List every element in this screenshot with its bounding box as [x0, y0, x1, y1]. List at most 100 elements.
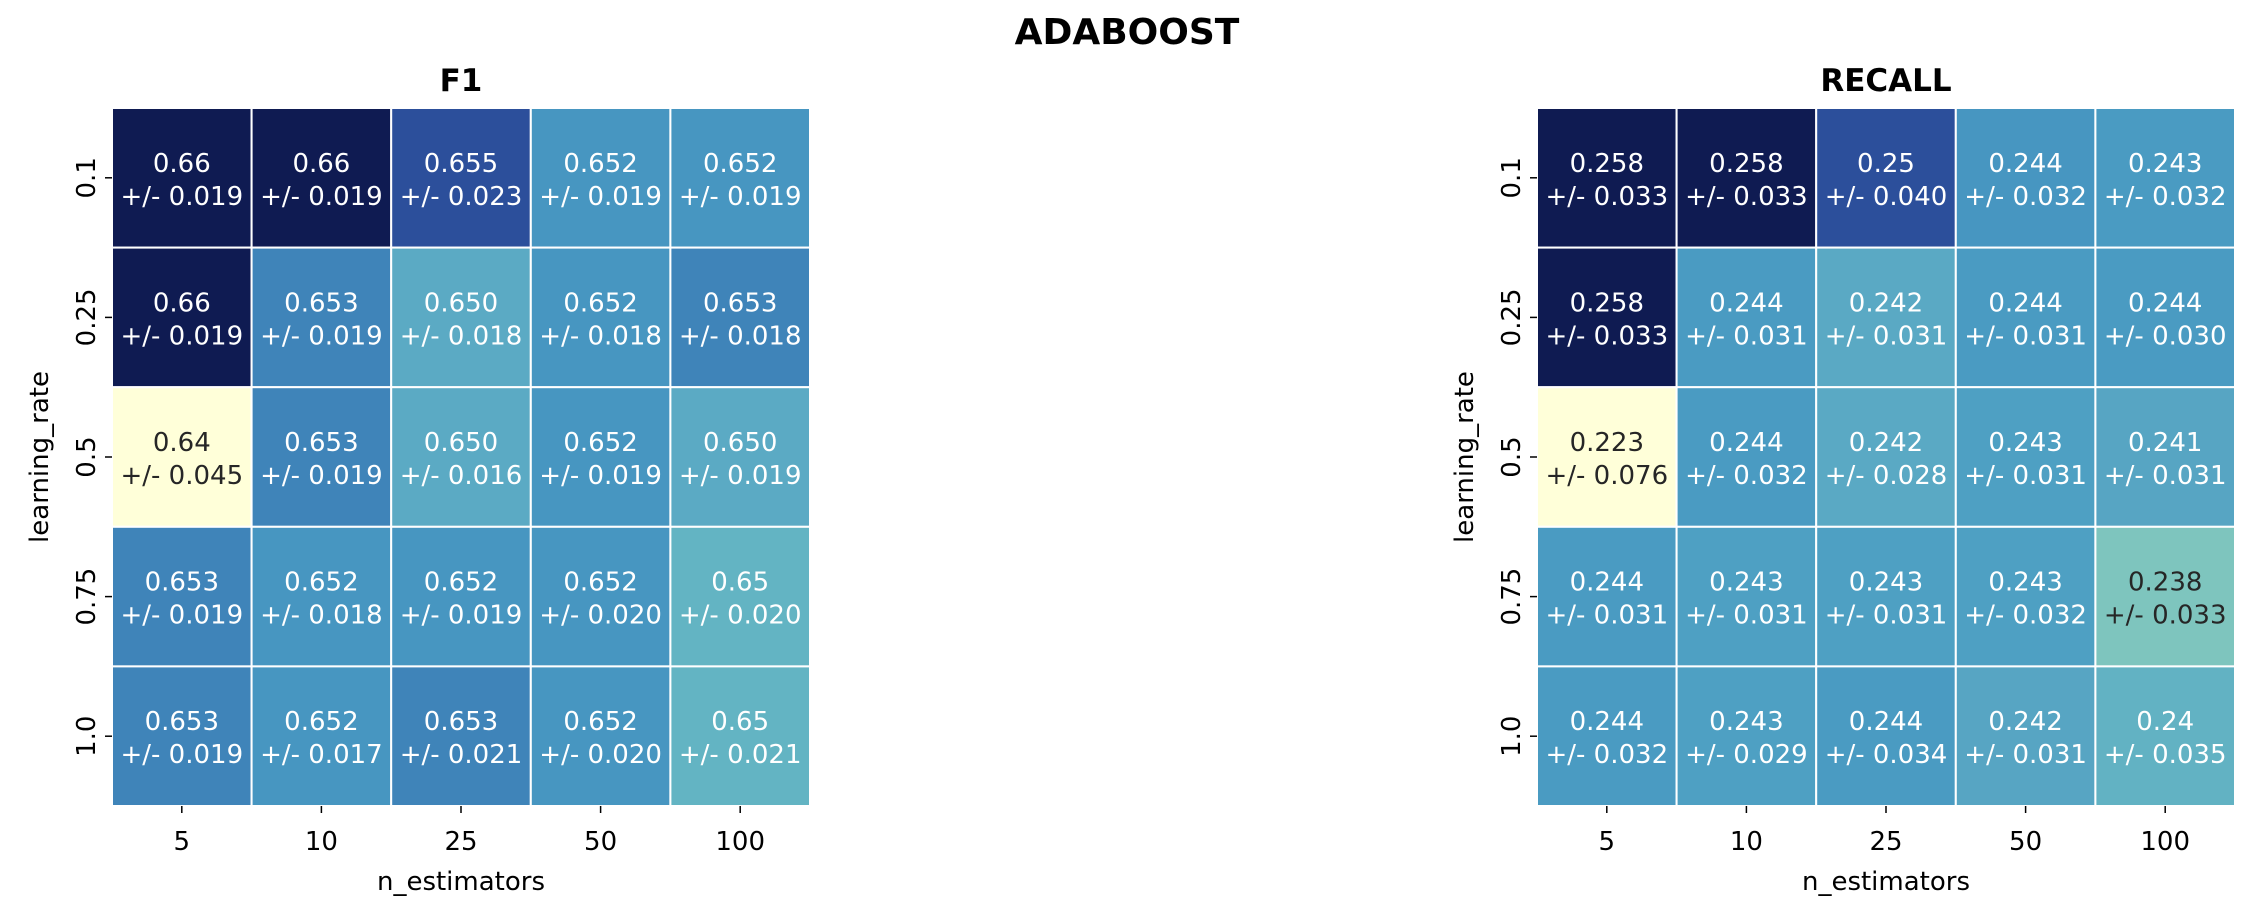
cell-value-label: 0.655 — [424, 149, 498, 179]
cell-error-label: +/- 0.032 — [1685, 461, 1808, 491]
cell-value-label: 0.244 — [2128, 288, 2202, 318]
cell-error-label: +/- 0.019 — [400, 601, 523, 631]
cell-error-label: +/- 0.040 — [1825, 182, 1948, 212]
heatmap-cell — [669, 525, 812, 668]
cell-error-label: +/- 0.020 — [679, 601, 802, 631]
cell-error-label: +/- 0.019 — [260, 182, 383, 212]
cell-value-label: 0.243 — [1709, 568, 1783, 598]
cell-value-label: 0.652 — [703, 149, 777, 179]
cell-value-label: 0.242 — [1988, 707, 2062, 737]
cell-error-label: +/- 0.019 — [260, 321, 383, 351]
cell-value-label: 0.652 — [563, 568, 637, 598]
cell-value-label: 0.652 — [424, 568, 498, 598]
heatmap-cell — [1675, 246, 1818, 389]
cell-value-label: 0.65 — [711, 707, 769, 737]
cell-value-label: 0.244 — [1849, 707, 1923, 737]
heatmap-cell — [1675, 386, 1818, 528]
cell-value-label: 0.244 — [1709, 428, 1783, 458]
cell-error-label: +/- 0.032 — [2104, 182, 2227, 212]
x-axis-label: n_estimators — [1802, 867, 1970, 897]
cell-value-label: 0.652 — [563, 428, 637, 458]
x-tick-label: 10 — [305, 827, 338, 857]
cell-value-label: 0.243 — [1988, 428, 2062, 458]
y-tick-label: 0.1 — [1497, 157, 1527, 198]
cell-value-label: 0.241 — [2128, 428, 2202, 458]
cell-error-label: +/- 0.018 — [679, 321, 802, 351]
heatmap-cell — [1815, 246, 1957, 389]
cell-error-label: +/- 0.031 — [1964, 321, 2087, 351]
cell-value-label: 0.653 — [424, 707, 498, 737]
cell-error-label: +/- 0.021 — [400, 740, 523, 770]
cell-error-label: +/- 0.019 — [120, 601, 243, 631]
y-axis-label: learning_rate — [25, 371, 55, 543]
cell-value-label: 0.652 — [563, 707, 637, 737]
heatmap-cell — [1954, 665, 2097, 808]
heatmap-cell — [2094, 107, 2236, 249]
heatmap-cell — [1536, 386, 1678, 528]
heatmap-cell — [529, 107, 672, 249]
cell-value-label: 0.25 — [1857, 149, 1915, 179]
cell-error-label: +/- 0.019 — [120, 321, 243, 351]
y-axis-label: learning_rate — [1450, 371, 1480, 543]
heatmap-cell — [2094, 246, 2236, 389]
y-tick-label: 0.5 — [1497, 436, 1527, 477]
cell-value-label: 0.65 — [711, 568, 769, 598]
cell-value-label: 0.243 — [1849, 568, 1923, 598]
cell-value-label: 0.243 — [1709, 707, 1783, 737]
panel-title: RECALL — [1820, 63, 1951, 99]
cell-value-label: 0.242 — [1849, 288, 1923, 318]
cell-error-label: +/- 0.019 — [679, 461, 802, 491]
cell-value-label: 0.244 — [1570, 568, 1644, 598]
x-axis-label: n_estimators — [377, 867, 545, 897]
heatmap-cell — [1954, 386, 2097, 528]
cell-value-label: 0.652 — [563, 288, 637, 318]
y-tick-label: 0.25 — [72, 288, 102, 346]
cell-error-label: +/- 0.020 — [539, 740, 662, 770]
cell-value-label: 0.244 — [1988, 288, 2062, 318]
cell-value-label: 0.66 — [153, 288, 211, 318]
heatmap-cell — [669, 386, 812, 528]
y-tick-label: 0.75 — [72, 568, 102, 626]
cell-error-label: +/- 0.045 — [120, 461, 243, 491]
cell-error-label: +/- 0.019 — [120, 740, 243, 770]
y-tick-label: 1.0 — [72, 716, 102, 757]
cell-value-label: 0.652 — [284, 568, 358, 598]
cell-error-label: +/- 0.033 — [2104, 601, 2227, 631]
cell-error-label: +/- 0.032 — [1545, 740, 1668, 770]
y-tick-label: 0.1 — [72, 157, 102, 198]
cell-value-label: 0.64 — [153, 428, 211, 458]
cell-error-label: +/- 0.018 — [260, 601, 383, 631]
cell-value-label: 0.653 — [703, 288, 777, 318]
heatmap-cell — [250, 246, 393, 389]
cell-value-label: 0.223 — [1570, 428, 1644, 458]
x-tick-label: 100 — [2140, 827, 2190, 857]
heatmap-cell — [1815, 665, 1957, 808]
cell-value-label: 0.244 — [1988, 149, 2062, 179]
heatmap-cell — [2094, 665, 2236, 808]
cell-value-label: 0.243 — [2128, 149, 2202, 179]
y-tick-label: 0.75 — [1497, 568, 1527, 626]
cell-error-label: +/- 0.019 — [539, 461, 662, 491]
x-tick-label: 5 — [1599, 827, 1616, 857]
y-tick-label: 1.0 — [1497, 716, 1527, 757]
heatmap-cell — [669, 107, 812, 249]
cell-error-label: +/- 0.029 — [1685, 740, 1808, 770]
cell-value-label: 0.653 — [284, 428, 358, 458]
cell-value-label: 0.650 — [424, 288, 498, 318]
cell-error-label: +/- 0.032 — [1964, 601, 2087, 631]
cell-error-label: +/- 0.019 — [539, 182, 662, 212]
cell-value-label: 0.258 — [1570, 149, 1644, 179]
x-tick-label: 25 — [444, 827, 477, 857]
x-tick-label: 50 — [584, 827, 617, 857]
heatmap-cell — [1536, 107, 1678, 249]
heatmap-cell — [1954, 107, 2097, 249]
y-tick-label: 0.25 — [1497, 288, 1527, 346]
cell-error-label: +/- 0.030 — [2104, 321, 2227, 351]
heatmap-cell — [390, 665, 532, 808]
heatmap-cell — [2094, 525, 2236, 668]
cell-error-label: +/- 0.031 — [1685, 601, 1808, 631]
heatmap-cell — [111, 246, 253, 389]
